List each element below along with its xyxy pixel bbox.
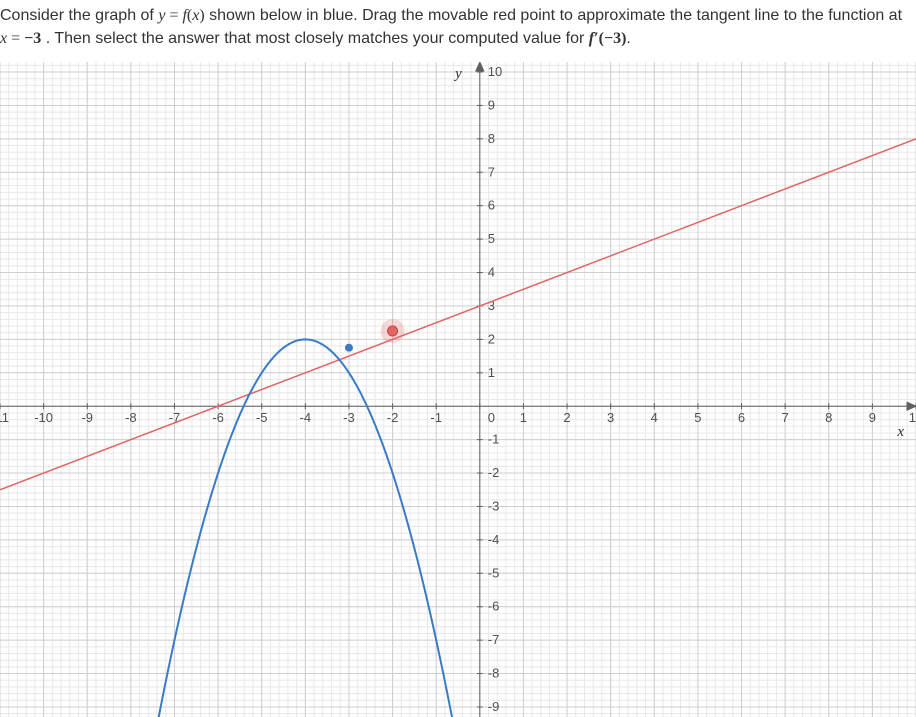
x-tick-label: 1	[520, 411, 527, 426]
x-tick-label: 0	[488, 411, 495, 426]
y-tick-label: 4	[488, 265, 495, 280]
y-tick-label: -1	[488, 432, 500, 447]
x-tick-label: 7	[782, 411, 789, 426]
x-tick-label: -4	[300, 411, 312, 426]
x-axis-label: x	[896, 425, 904, 441]
y-tick-label: 2	[488, 332, 495, 347]
y-tick-label: -4	[488, 532, 500, 547]
y-tick-label: -2	[488, 465, 500, 480]
y-tick-label: -7	[488, 633, 500, 648]
prompt-text: shown below in blue. Drag the movable re…	[209, 7, 902, 24]
x-tick-label: -5	[256, 411, 268, 426]
x-tick-label: 4	[651, 411, 658, 426]
question-prompt: Consider the graph of y = f(x) shown bel…	[0, 0, 916, 62]
x-tick-label: 10	[909, 411, 916, 426]
prompt-eq2: x = −3	[0, 30, 41, 47]
prompt-text: . Then select the answer that most close…	[46, 30, 589, 47]
movable-point[interactable]	[388, 326, 398, 336]
y-tick-label: -9	[488, 699, 500, 714]
tangent-point	[345, 344, 353, 352]
graph-svg[interactable]: -11-10-9-8-7-6-5-4-3-2-1012345678910-9-8…	[0, 62, 916, 717]
x-tick-label: -10	[34, 411, 53, 426]
y-axis-label: y	[453, 66, 462, 82]
x-tick-label: -11	[0, 411, 9, 426]
x-tick-label: 9	[869, 411, 876, 426]
x-tick-label: -1	[430, 411, 442, 426]
prompt-text: Consider the graph of	[0, 7, 158, 24]
x-tick-label: -9	[81, 411, 93, 426]
y-tick-label: -3	[488, 499, 500, 514]
y-tick-label: 10	[488, 64, 502, 79]
prompt-eq1: y = f(x)	[158, 7, 204, 24]
y-tick-label: -5	[488, 566, 500, 581]
x-tick-label: 2	[563, 411, 570, 426]
x-tick-label: -3	[343, 411, 355, 426]
x-tick-label: 8	[825, 411, 832, 426]
y-tick-label: 6	[488, 198, 495, 213]
y-tick-label: -6	[488, 599, 500, 614]
y-tick-label: 5	[488, 231, 495, 246]
x-tick-label: -6	[212, 411, 224, 426]
graph-panel[interactable]: -11-10-9-8-7-6-5-4-3-2-1012345678910-9-8…	[0, 62, 916, 717]
x-tick-label: 5	[694, 411, 701, 426]
y-tick-label: 8	[488, 131, 495, 146]
y-tick-label: 1	[488, 365, 495, 380]
y-tick-label: 9	[488, 98, 495, 113]
prompt-text: .	[626, 30, 630, 47]
chart-bg	[0, 62, 916, 717]
x-tick-label: 3	[607, 411, 614, 426]
x-tick-label: -2	[387, 411, 399, 426]
x-tick-label: 6	[738, 411, 745, 426]
x-tick-label: -8	[125, 411, 137, 426]
y-tick-label: -8	[488, 666, 500, 681]
prompt-eq3: f′(−3)	[589, 30, 627, 47]
y-tick-label: 7	[488, 165, 495, 180]
